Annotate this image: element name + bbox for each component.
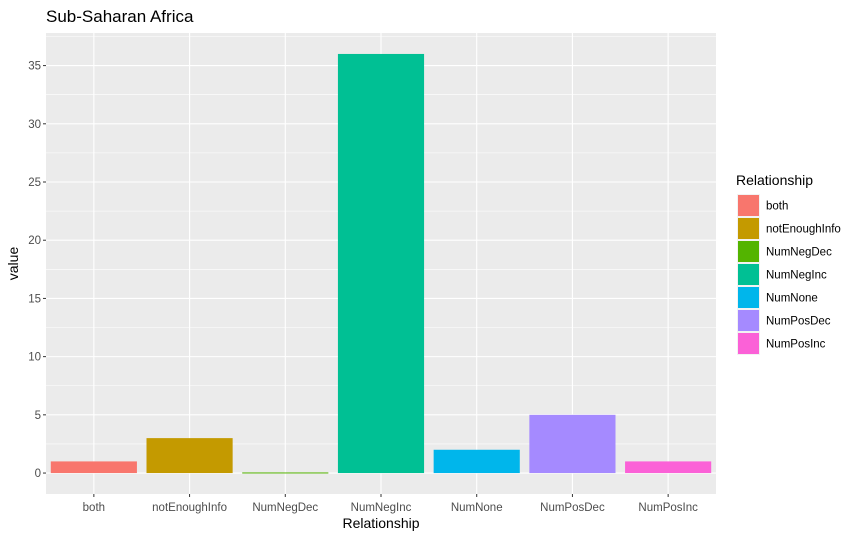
bar-NumNegInc	[337, 53, 425, 474]
y-tick-label: 0	[35, 468, 41, 480]
legend-swatch-NumPosInc	[738, 333, 759, 354]
legend-swatch-NumNone	[738, 287, 759, 308]
bar-NumNegDec	[242, 472, 329, 474]
legend-items: both notEnoughInfo NumNegDec NumNegInc NumNo…	[737, 194, 841, 355]
legend-label: both	[766, 201, 788, 213]
y-tick-label: 20	[28, 235, 41, 247]
x-tick-label: NumNone	[451, 502, 503, 514]
legend-label: notEnoughInfo	[766, 224, 841, 236]
x-axis-ticks: both notEnoughInfo NumNegDec NumNegInc NumNo…	[83, 494, 698, 514]
y-tick-label: 35	[28, 61, 41, 73]
y-tick-label: 15	[28, 293, 41, 305]
legend-label: NumNone	[766, 293, 818, 305]
legend-swatch-NumNegInc	[738, 264, 759, 285]
legend-label: NumPosInc	[766, 339, 826, 351]
bars	[50, 53, 712, 474]
bar-NumNone	[433, 449, 520, 474]
legend-label: NumNegDec	[766, 247, 832, 259]
x-tick-label: notEnoughInfo	[152, 502, 227, 514]
y-tick-label: 25	[28, 177, 41, 189]
x-tick-label: NumNegInc	[351, 502, 412, 514]
x-axis-title: Relationship	[342, 515, 419, 531]
legend-label: NumPosDec	[766, 316, 831, 328]
bar-both	[50, 461, 137, 474]
x-tick-label: NumPosDec	[540, 502, 605, 514]
legend-swatch-both	[738, 195, 759, 216]
y-tick-label: 5	[35, 410, 41, 422]
bar-NumPosInc	[625, 461, 712, 474]
legend-swatch-NumPosDec	[738, 310, 759, 331]
bar-NumPosDec	[529, 414, 616, 474]
bar-notEnoughInfo	[146, 438, 233, 474]
legend: Relationship both notEnoughInfo NumNegDec N…	[736, 172, 841, 355]
y-tick-label: 30	[28, 119, 41, 131]
x-tick-label: both	[83, 502, 105, 514]
x-tick-label: NumPosInc	[638, 502, 698, 514]
y-axis-ticks: 0 5 10 15 20 25 30 35	[28, 61, 46, 480]
y-tick-label: 10	[28, 352, 41, 364]
legend-title: Relationship	[736, 172, 813, 188]
legend-label: NumNegInc	[766, 270, 827, 282]
y-axis-title: value	[5, 247, 21, 281]
legend-swatch-NumNegDec	[738, 241, 759, 262]
chart-title: Sub-Saharan Africa	[46, 7, 194, 26]
x-tick-label: NumNegDec	[252, 502, 318, 514]
legend-swatch-notEnoughInfo	[738, 218, 759, 239]
